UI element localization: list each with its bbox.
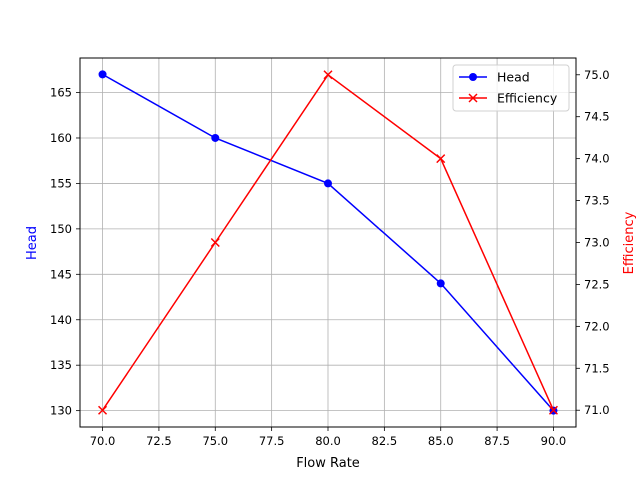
- y-tick-label: 140: [50, 313, 72, 327]
- y-axis-label: Head: [25, 226, 40, 260]
- x-tick-label: 70.0: [90, 434, 116, 448]
- x-tick-label: 80.0: [315, 434, 341, 448]
- y2-tick-label: 73.0: [584, 236, 610, 250]
- y-tick-label: 160: [50, 131, 72, 145]
- legend-label: Efficiency: [497, 91, 558, 106]
- x-tick-label: 77.5: [259, 434, 285, 448]
- data-point-marker: [436, 154, 446, 164]
- y-tick-label: 135: [50, 358, 72, 372]
- data-point-marker: [98, 70, 107, 79]
- data-point-marker: [210, 237, 220, 248]
- x-tick-label: 75.0: [202, 434, 228, 448]
- legend: Head Efficiency: [452, 64, 570, 112]
- y-tick-label: 155: [50, 176, 72, 190]
- x-axis-ticks: 70.0 72.5 75.0 77.5 80.0 82.5 85.0 87.5 90.0: [90, 427, 567, 448]
- data-point-marker: [211, 133, 220, 142]
- x-axis-label: Flow Rate: [296, 456, 360, 471]
- y-axis-ticks: 130 135 140 145 150 155 160 165: [50, 86, 80, 418]
- y2-axis-label: Efficiency: [622, 211, 637, 274]
- y2-tick-label: 71.0: [584, 403, 610, 417]
- y2-tick-label: 74.0: [584, 152, 610, 166]
- data-series: [98, 70, 558, 415]
- data-point-marker: [98, 405, 108, 415]
- x-tick-label: 85.0: [428, 434, 454, 448]
- x-tick-label: 90.0: [541, 434, 567, 448]
- y-tick-label: 130: [50, 404, 72, 418]
- x-tick-label: 87.5: [484, 434, 510, 448]
- legend-marker: [469, 73, 477, 81]
- grid-lines: [80, 58, 576, 427]
- data-point-marker: [436, 279, 445, 288]
- y2-tick-label: 75.0: [584, 68, 610, 82]
- legend-label: Head: [497, 70, 530, 85]
- x-tick-label: 72.5: [146, 434, 172, 448]
- y2-tick-label: 72.0: [584, 319, 610, 333]
- data-point-marker: [548, 405, 558, 415]
- y2-tick-label: 71.5: [584, 361, 610, 375]
- y2-tick-label: 73.5: [584, 194, 610, 208]
- y2-tick-label: 72.5: [584, 277, 610, 291]
- x-tick-label: 82.5: [372, 434, 398, 448]
- y-tick-label: 150: [50, 222, 72, 236]
- y2-tick-label: 74.5: [584, 110, 610, 124]
- data-point-marker: [324, 179, 332, 188]
- y-tick-label: 165: [50, 86, 72, 100]
- data-point-marker: [323, 70, 333, 80]
- legend-marker: [468, 93, 478, 103]
- y2-axis-ticks: 71.0 71.5 72.0 72.5 73.0 73.5 74.0 74.5 75.0: [576, 68, 610, 417]
- y-tick-label: 145: [50, 267, 72, 281]
